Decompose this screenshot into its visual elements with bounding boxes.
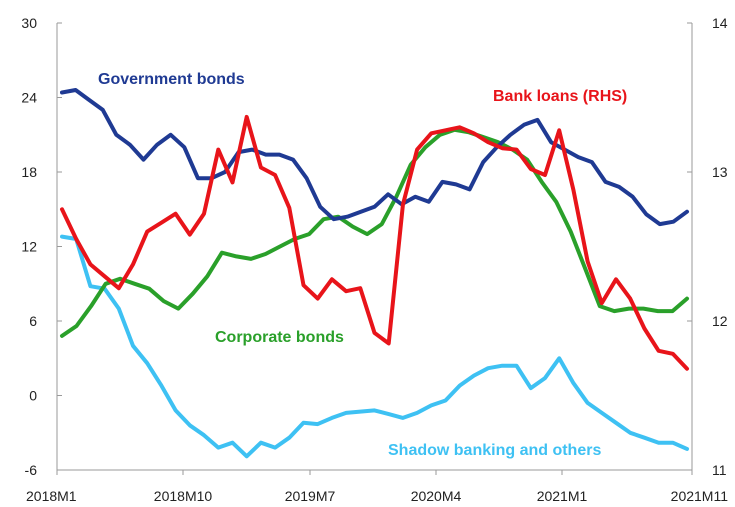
right-tick-label: 12: [712, 313, 728, 329]
series-label: Government bonds: [98, 71, 245, 88]
x-tick-label: 2018M10: [154, 488, 213, 504]
right-tick-label: 13: [712, 164, 728, 180]
left-tick-label: 6: [29, 313, 37, 329]
series-labels: Government bonds Bank loans (RHS) Corporat…: [98, 71, 627, 459]
left-tick-label: 18: [21, 164, 37, 180]
x-tick-label: 2018M1: [26, 488, 77, 504]
right-tick-label: 14: [712, 15, 728, 31]
series-lines: [60, 88, 689, 459]
x-tick-label: 2019M7: [285, 488, 336, 504]
series-label: Bank loans (RHS): [493, 88, 627, 105]
series-label: Shadow banking and others: [388, 442, 601, 459]
left-tick-label: -6: [25, 462, 38, 478]
series-line-shadow-banking-and-others: [60, 234, 689, 459]
series-label: Corporate bonds: [215, 329, 344, 346]
x-tick-label: 2021M1: [537, 488, 588, 504]
right-tick-label: 11: [712, 462, 727, 478]
axes: -6 0 6 12 18 24 30 11 12 13 14 2018M1 2018M10 2019M7 2…: [21, 15, 728, 504]
series-line-bank-loans-rhs: [60, 114, 689, 371]
left-tick-label: 30: [21, 15, 37, 31]
x-tick-label: 2020M4: [411, 488, 462, 504]
left-tick-label: 0: [29, 388, 37, 404]
x-tick-label: 2021M11: [671, 488, 729, 504]
series-line-corporate-bonds: [60, 127, 689, 338]
left-tick-label: 12: [21, 239, 37, 255]
series-line-government-bonds: [60, 88, 689, 227]
left-tick-label: 24: [21, 90, 37, 106]
